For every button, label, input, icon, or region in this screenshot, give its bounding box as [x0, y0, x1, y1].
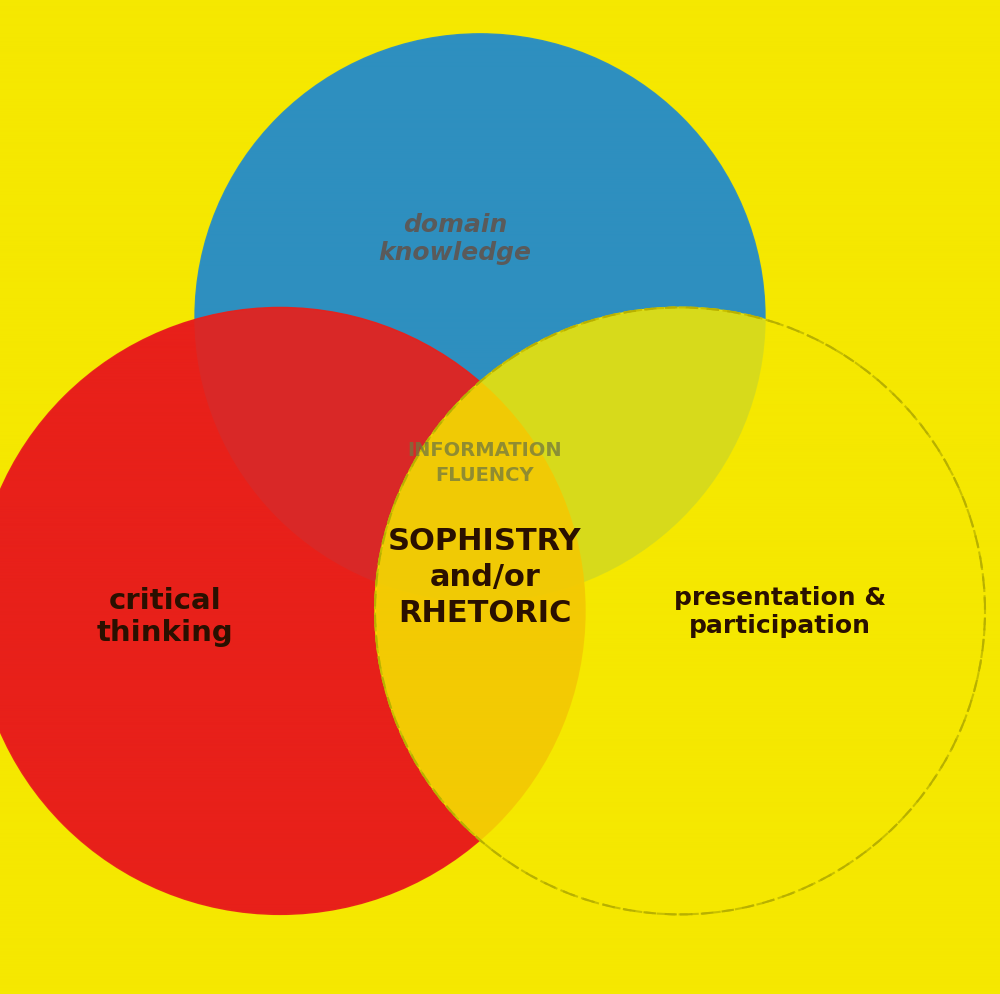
Circle shape [0, 308, 585, 914]
Circle shape [375, 308, 985, 914]
Text: domain
knowledge: domain knowledge [378, 213, 532, 264]
Text: critical
thinking: critical thinking [97, 586, 233, 646]
Text: INFORMATION
FLUENCY: INFORMATION FLUENCY [408, 440, 562, 484]
Text: SOPHISTRY
and/or
RHETORIC: SOPHISTRY and/or RHETORIC [388, 526, 582, 627]
Text: presentation &
participation: presentation & participation [674, 585, 886, 637]
Circle shape [195, 35, 765, 601]
